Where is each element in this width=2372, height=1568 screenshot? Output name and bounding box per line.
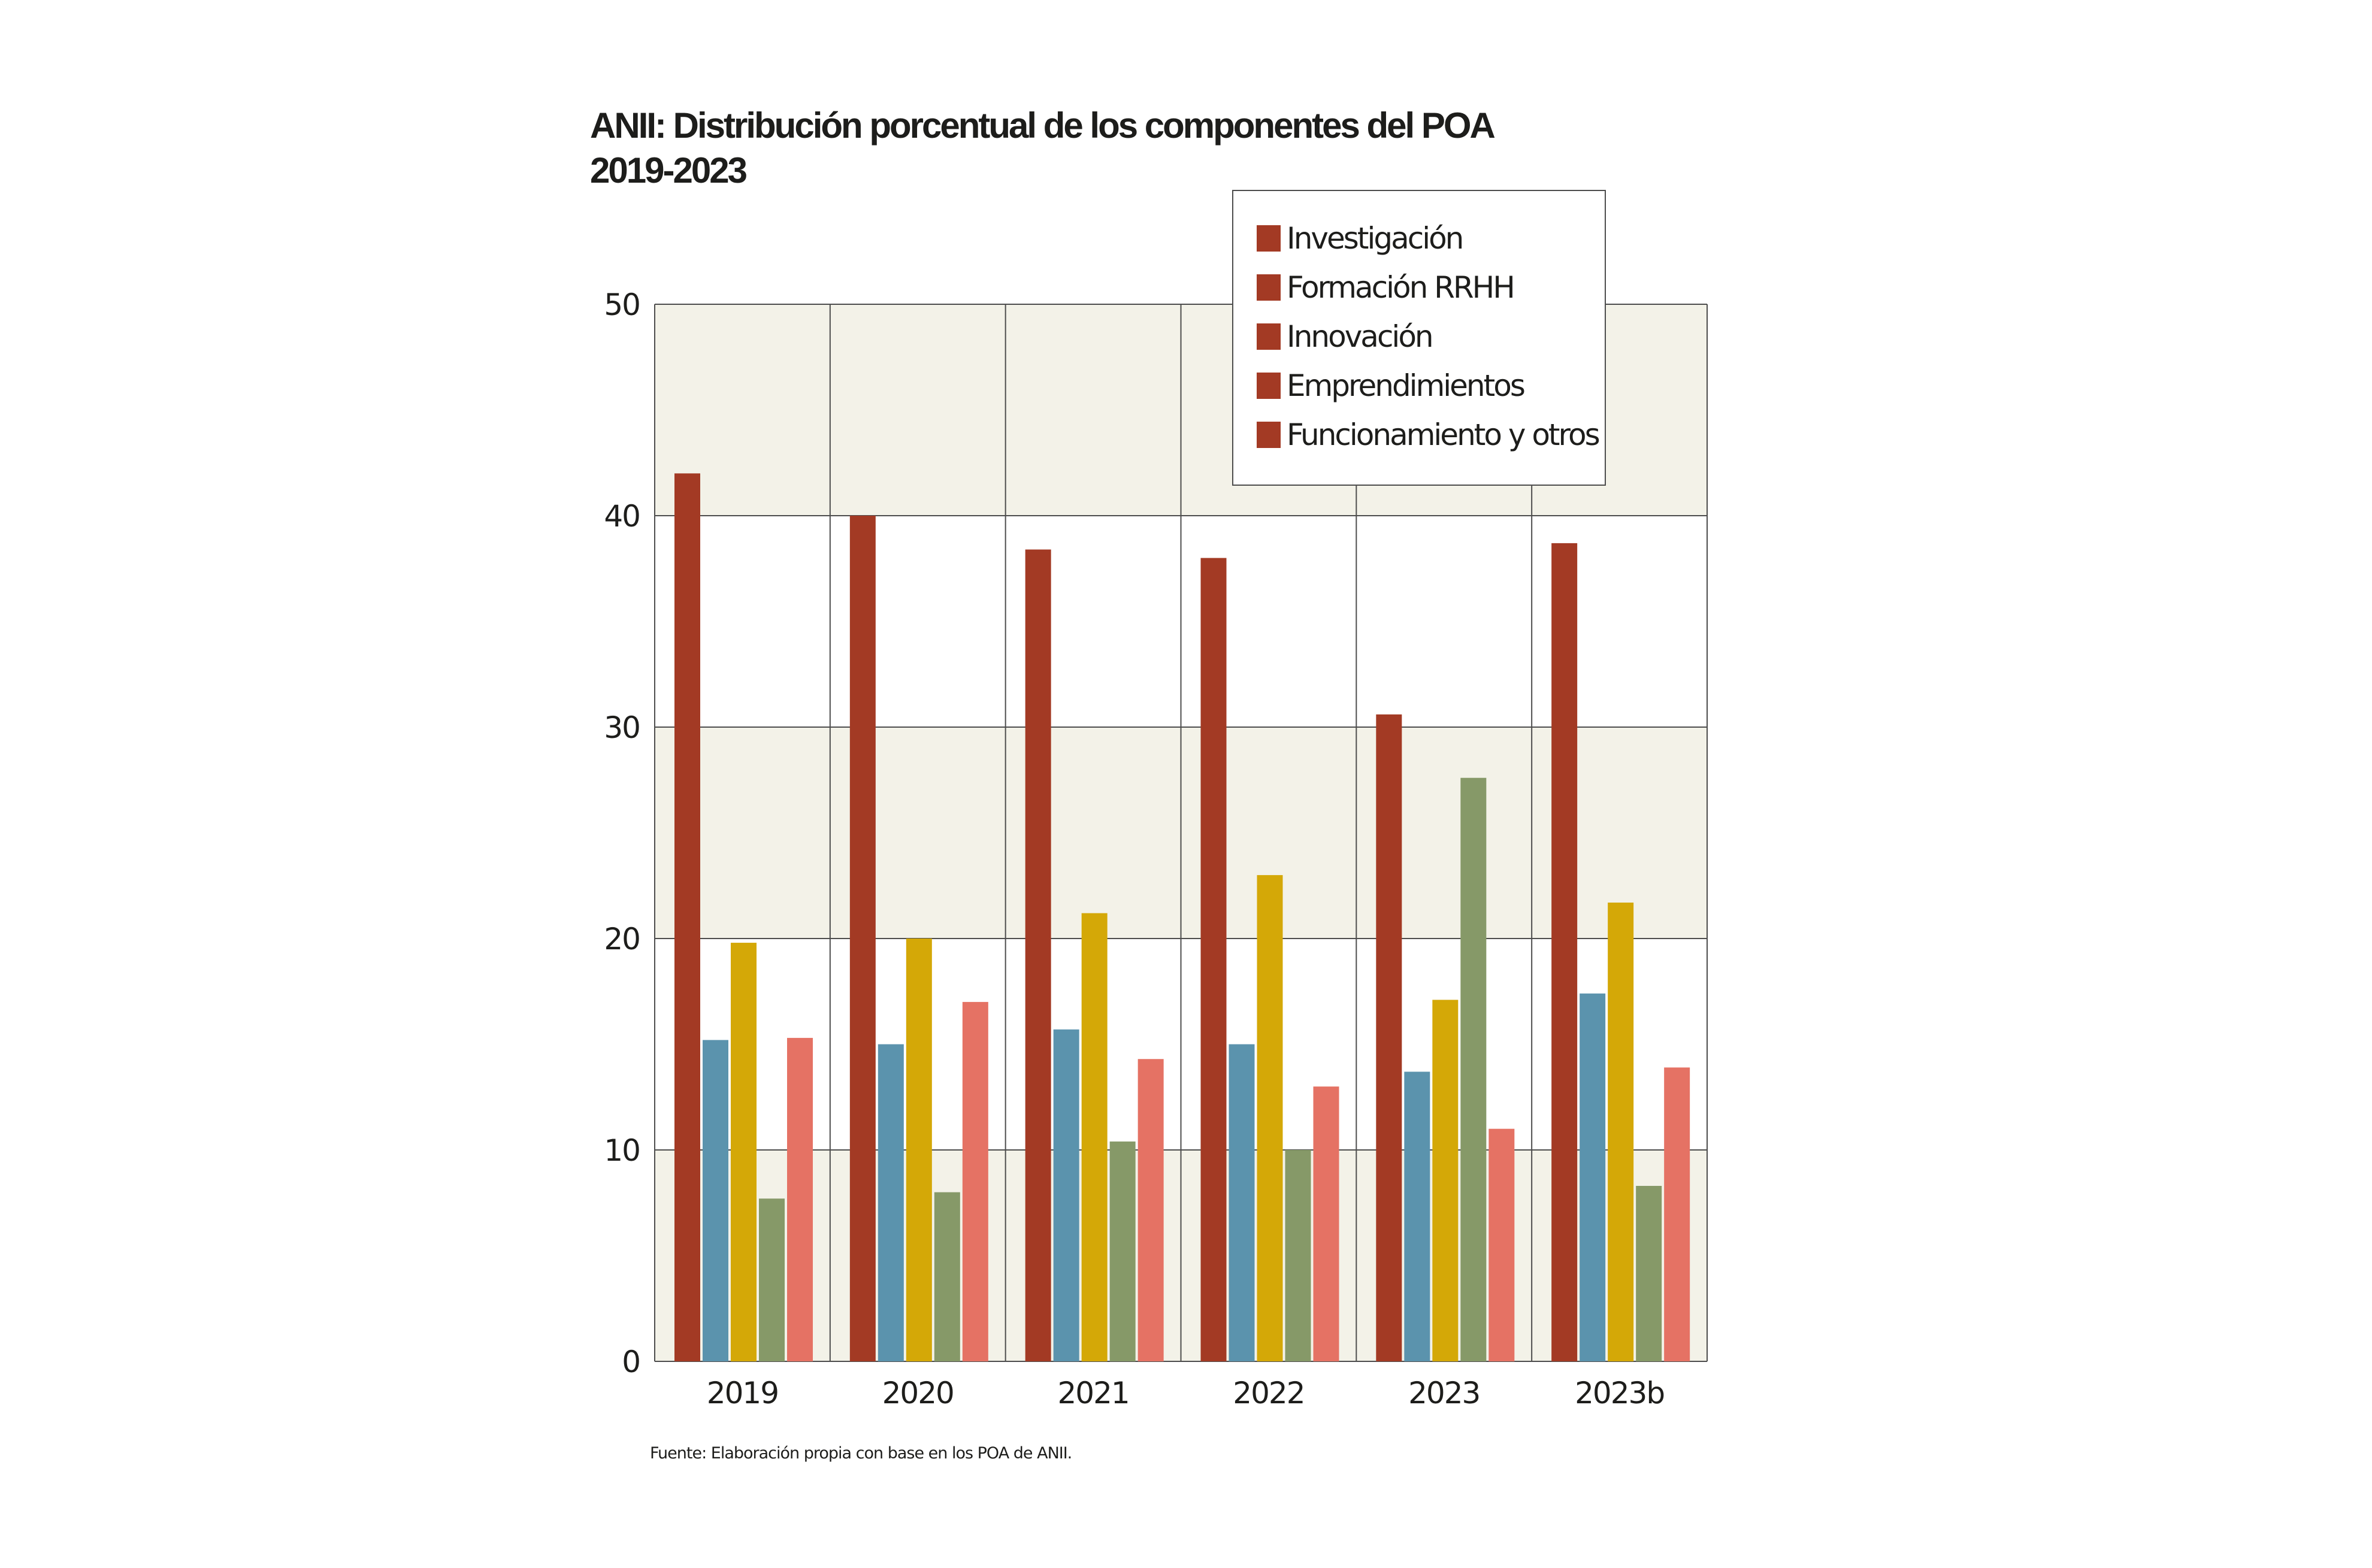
bar xyxy=(934,1192,960,1361)
bar xyxy=(1200,558,1227,1361)
legend-swatch xyxy=(1257,274,1281,301)
y-tick-label: 50 xyxy=(604,287,640,322)
bar xyxy=(1229,1044,1255,1361)
bar xyxy=(1025,549,1051,1361)
x-tick-label: 2022 xyxy=(1233,1376,1304,1410)
source-note: Fuente: Elaboración propia con base en l… xyxy=(650,1444,1072,1463)
x-tick-label: 2023b xyxy=(1575,1376,1664,1410)
bar xyxy=(1636,1186,1662,1361)
legend-label: Investigación xyxy=(1287,221,1462,256)
bar xyxy=(962,1001,988,1361)
x-tick-label: 2020 xyxy=(882,1376,954,1410)
y-tick-label: 20 xyxy=(604,922,640,956)
legend-label: Funcionamiento y otros xyxy=(1287,417,1599,452)
legend-label: Emprendimientos xyxy=(1287,368,1524,403)
bar xyxy=(1109,1141,1136,1361)
bar xyxy=(1432,1000,1459,1361)
bar xyxy=(1551,543,1578,1361)
bar xyxy=(1664,1067,1690,1361)
y-tick-label: 30 xyxy=(604,710,640,745)
bar xyxy=(878,1044,904,1361)
bar xyxy=(906,939,932,1361)
chart-subtitle: 2019-2023 xyxy=(590,150,747,190)
bar xyxy=(1404,1071,1430,1361)
legend-swatch xyxy=(1257,373,1281,399)
legend-label: Innovación xyxy=(1287,319,1432,354)
chart-title: ANII: Distribución porcentual de los com… xyxy=(590,105,1495,146)
bar xyxy=(731,943,757,1361)
x-tick-label: 2021 xyxy=(1057,1376,1128,1410)
bar xyxy=(674,473,700,1361)
bar xyxy=(787,1037,813,1361)
legend-box xyxy=(1232,190,1606,486)
bar xyxy=(1081,913,1108,1361)
bar xyxy=(1460,777,1487,1361)
bar xyxy=(1137,1059,1164,1361)
bar xyxy=(1285,1150,1311,1361)
legend-swatch xyxy=(1257,225,1281,252)
legend: Investigación Formación RRHH Innovación Emp… xyxy=(1232,190,1606,486)
y-tick-label: 10 xyxy=(604,1133,640,1168)
legend-swatch xyxy=(1257,422,1281,448)
bar xyxy=(849,516,876,1361)
bar xyxy=(1257,875,1283,1361)
bar xyxy=(703,1040,728,1361)
legend-swatch xyxy=(1257,323,1281,350)
bar xyxy=(1580,993,1606,1361)
x-tick-label: 2023 xyxy=(1408,1376,1480,1410)
legend-label: Formación RRHH xyxy=(1287,270,1514,305)
plot-area: 0 10 20 30 40 50 2019 2020 2021 2022 2023 2023b xyxy=(604,287,1708,1410)
x-tick-label: 2019 xyxy=(707,1376,778,1410)
bar xyxy=(759,1198,785,1361)
y-tick-label: 40 xyxy=(604,499,640,534)
bar xyxy=(1376,714,1402,1361)
bar xyxy=(1313,1086,1339,1361)
bar xyxy=(1488,1128,1515,1361)
bar xyxy=(1053,1029,1079,1361)
bar xyxy=(1608,902,1634,1361)
y-tick-label: 0 xyxy=(622,1345,640,1379)
